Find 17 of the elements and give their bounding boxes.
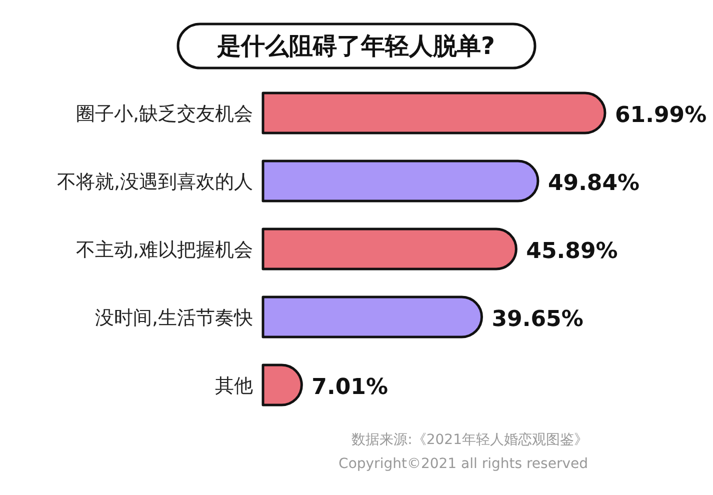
bar xyxy=(262,296,483,338)
source-note: 数据来源:《2021年轻人婚恋观图鉴》 xyxy=(352,432,588,448)
bar xyxy=(262,228,518,270)
bar xyxy=(262,92,606,134)
text: Copyright©2021 all rights reserved xyxy=(338,456,588,472)
data-label: 49.84% xyxy=(548,171,640,196)
y-tick-label: 不将就,没遇到喜欢的人 xyxy=(56,171,253,193)
data-label: 45.89% xyxy=(526,239,618,264)
bar xyxy=(262,160,540,202)
data-label: 7.01% xyxy=(312,375,388,400)
chart-title: 是什么阻碍了年轻人脱单? xyxy=(216,32,495,60)
y-tick-label: 其他 xyxy=(215,375,253,397)
data-label: 39.65% xyxy=(492,307,584,332)
y-tick-label: 不主动,难以把握机会 xyxy=(76,239,253,261)
y-tick-label: 没时间,生活节奏快 xyxy=(94,307,253,329)
data-label: 61.99% xyxy=(615,103,707,128)
y-tick-label: 圈子小,缺乏交友机会 xyxy=(76,103,253,125)
